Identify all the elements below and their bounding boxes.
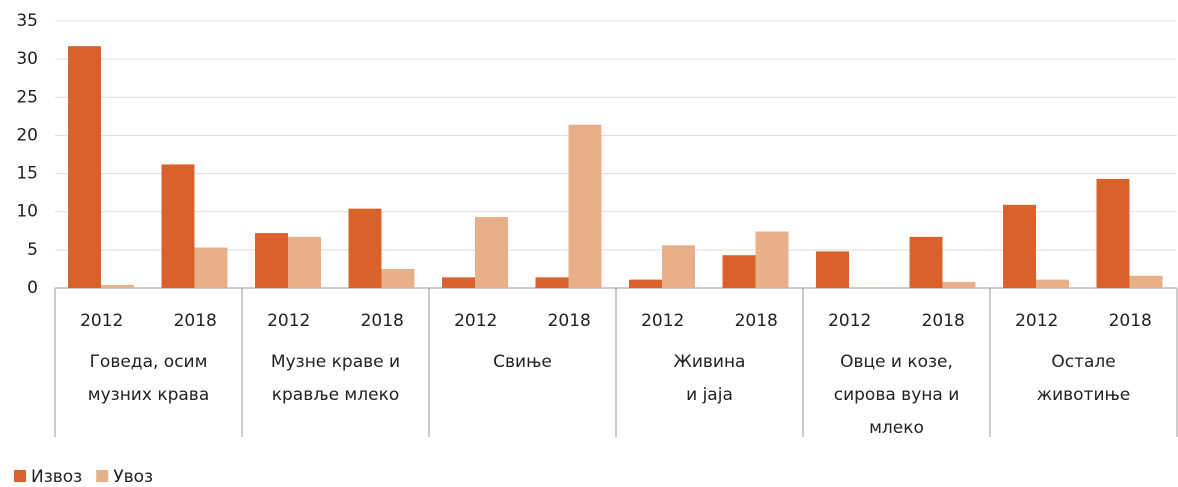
x-tick-label: 2012 [828,311,871,331]
bar [816,251,849,288]
legend-label: Увоз [113,467,153,483]
bar [722,255,756,288]
bar [535,277,569,288]
group-label: музних крава [88,385,209,405]
x-tick-label: 2018 [361,311,404,331]
bar [662,245,695,288]
group-label: Живина [674,352,746,372]
group-label: крављe млеко [272,385,400,405]
bar [381,268,415,288]
bar [1036,279,1069,288]
y-tick-label: 0 [27,278,38,298]
y-tick-label: 5 [27,240,38,260]
group-label: Музне краве и [271,352,400,372]
y-tick-label: 10 [16,202,38,222]
y-tick-label: 30 [16,49,38,69]
bar [1096,178,1130,288]
bar [1129,275,1163,288]
bar [442,277,475,288]
bar [161,164,195,288]
bar [849,287,882,288]
legend-swatch [14,470,26,482]
y-tick-label: 20 [16,125,38,145]
group-label: Говеда, осим [90,352,208,372]
x-tick-label: 2012 [1015,311,1058,331]
group-label: сирова вуна и [834,385,960,405]
bar [288,236,321,288]
bar [629,279,662,288]
bar [942,281,976,288]
x-tick-label: 2018 [735,311,778,331]
y-tick-label: 15 [16,164,38,184]
x-tick-label: 2012 [267,311,310,331]
y-tick-label: 25 [16,87,38,107]
bar [568,124,602,289]
legend-label: Извоз [31,467,82,483]
group-label: Свиње [493,352,552,372]
x-tick-label: 2012 [80,311,123,331]
bar [475,217,508,288]
x-tick-label: 2018 [1109,311,1152,331]
bar [909,236,943,288]
group-label: животиње [1037,385,1130,405]
x-tick-label: 2012 [641,311,684,331]
group-label: Остале [1051,352,1115,372]
group-label: и јаја [686,385,733,405]
x-tick-label: 2018 [174,311,217,331]
bar [348,208,382,288]
bar [101,284,134,288]
x-tick-label: 2018 [922,311,965,331]
x-tick-label: 2018 [548,311,591,331]
bar [68,46,101,288]
group-label: Овце и козе, [840,352,953,372]
bar [255,233,288,288]
legend-swatch [96,470,109,482]
bar [194,247,228,288]
group-label: млеко [869,418,924,438]
x-tick-label: 2012 [454,311,497,331]
bar [755,231,789,288]
bar [1003,204,1036,288]
y-tick-label: 35 [16,11,38,31]
